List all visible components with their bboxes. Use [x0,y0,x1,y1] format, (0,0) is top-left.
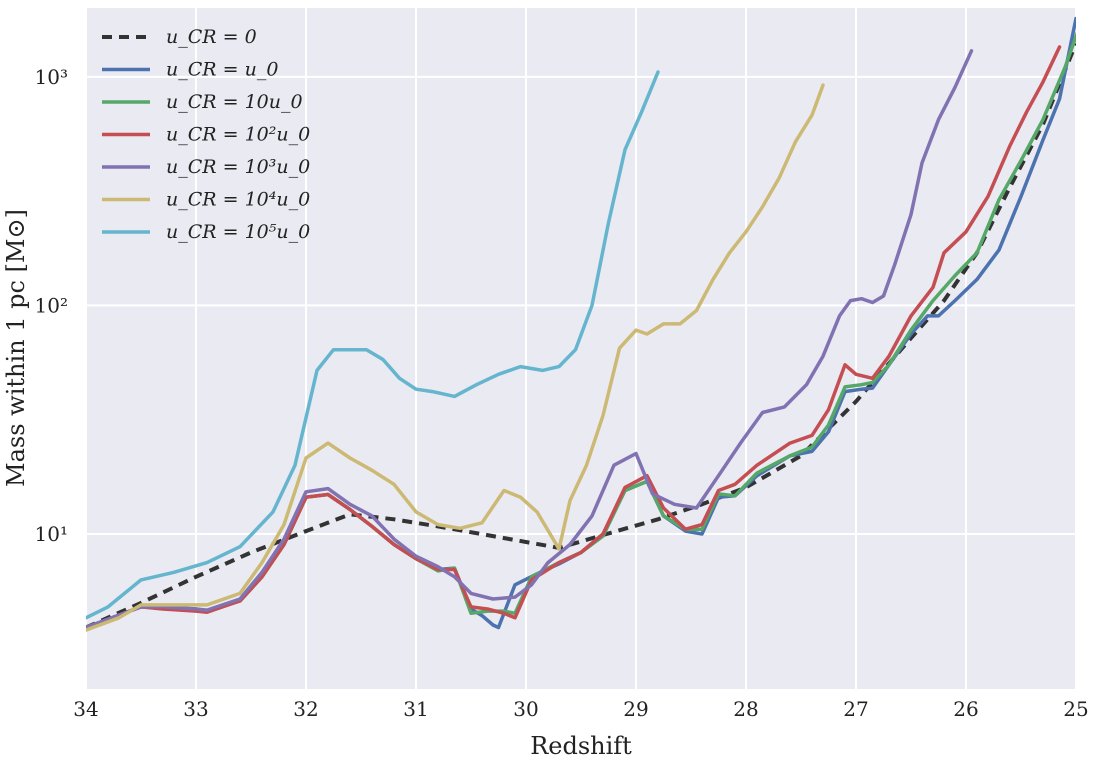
y-tick-label: 10³ [35,65,68,89]
legend-label-4: u_CR = 10³u_0 [166,156,310,178]
y-tick-label: 10¹ [35,522,68,546]
x-tick-label: 33 [183,697,208,721]
legend-label-5: u_CR = 10⁴u_0 [166,189,310,211]
series-line-3 [86,45,1062,630]
x-tick-label: 25 [1063,697,1088,721]
series-lines [86,16,1076,632]
x-tick-label: 30 [513,697,538,721]
y-tick-label: 10² [35,293,68,317]
series-line-5 [86,83,825,632]
series-line-6 [86,70,660,620]
x-tick-label: 32 [293,697,318,721]
legend-label-1: u_CR = u_0 [166,59,278,81]
legend-label-2: u_CR = 10u_0 [166,91,303,113]
x-tick-label: 34 [73,697,98,721]
legend: u_CR = 0 u_CR = u_0 u_CR = 10u_0 u_CR = 10²… [102,26,310,243]
x-tick-label: 27 [843,697,868,721]
legend-label-0: u_CR = 0 [166,26,257,48]
y-tick-labels: 10¹ 10² 10³ [35,65,68,546]
grid-lines [85,8,1077,689]
x-tick-labels: 34 33 32 31 30 29 28 27 26 25 [73,697,1088,721]
x-tick-label: 28 [733,697,758,721]
x-tick-label: 29 [623,697,648,721]
x-tick-label: 31 [403,697,428,721]
series-line-4 [86,49,974,630]
x-axis-label: Redshift [530,732,632,760]
legend-label-6: u_CR = 10⁵u_0 [166,221,310,243]
series-line-0 [86,42,1076,630]
y-axis-label: Mass within 1 pc [M⊙] [2,209,30,487]
legend-label-3: u_CR = 10²u_0 [166,124,310,146]
x-tick-label: 26 [953,697,978,721]
